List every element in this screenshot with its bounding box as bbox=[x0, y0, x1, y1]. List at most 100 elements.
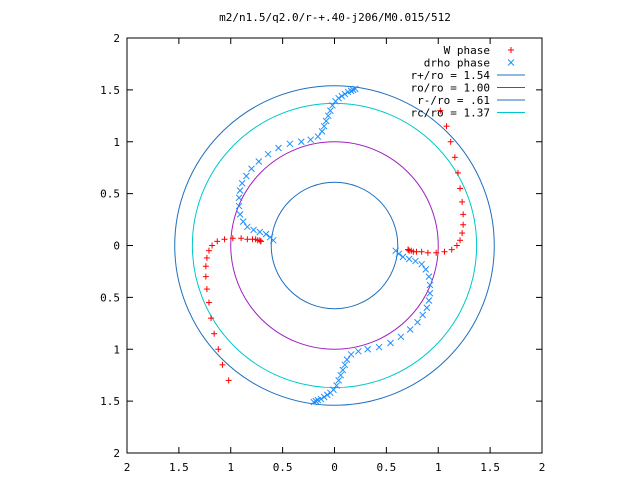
drho-phase-point bbox=[235, 194, 243, 202]
drho-phase-point bbox=[405, 255, 413, 263]
x-tick-label: 2 bbox=[124, 461, 131, 474]
marker-stroke bbox=[243, 223, 251, 231]
x-tick-label: 0.5 bbox=[376, 461, 396, 474]
w-phase-point bbox=[244, 236, 251, 243]
marker-stroke bbox=[355, 347, 362, 355]
marker-stroke bbox=[425, 273, 433, 280]
marker-stroke bbox=[351, 85, 359, 93]
drho-phase-point bbox=[264, 150, 272, 158]
marker-stroke bbox=[425, 297, 433, 304]
marker-stroke bbox=[262, 230, 270, 238]
w-phase-point bbox=[459, 198, 466, 205]
drho-phase-point bbox=[406, 326, 414, 333]
drho-phase-point bbox=[236, 211, 244, 218]
x-tick-label: 1.5 bbox=[169, 461, 189, 474]
legend-label: rc/ro = 1.37 bbox=[411, 107, 490, 120]
marker-stroke bbox=[335, 377, 343, 384]
marker-stroke bbox=[236, 211, 244, 218]
drho-phase-point bbox=[255, 158, 263, 165]
marker-stroke bbox=[235, 194, 243, 202]
marker-stroke bbox=[406, 326, 414, 333]
drho-phase-point bbox=[275, 144, 282, 152]
drho-phase-point bbox=[364, 345, 372, 353]
marker-stroke bbox=[312, 397, 320, 405]
w-phase-point bbox=[424, 249, 431, 256]
drho-phase-point bbox=[397, 333, 405, 341]
reference-circle bbox=[270, 181, 399, 310]
marker-stroke bbox=[392, 247, 400, 255]
marker-stroke bbox=[347, 351, 355, 358]
drho-phase-point bbox=[423, 304, 431, 312]
drho-phase-point bbox=[320, 393, 328, 401]
y-tick-label: 1 bbox=[113, 136, 120, 149]
x-tick-label: 1 bbox=[435, 461, 442, 474]
marker-stroke bbox=[418, 260, 426, 268]
marker-stroke bbox=[318, 128, 326, 135]
marker-stroke bbox=[422, 266, 430, 273]
marker-stroke bbox=[314, 133, 322, 140]
w-phase-point bbox=[443, 123, 450, 130]
marker-stroke bbox=[329, 102, 336, 109]
w-phase-point bbox=[448, 246, 455, 253]
drho-phase-point bbox=[236, 187, 244, 194]
y-tick-label: 2 bbox=[113, 447, 120, 460]
drho-phase-point bbox=[426, 289, 434, 297]
y-tick-label: 2 bbox=[113, 32, 120, 45]
reference-circle bbox=[174, 85, 495, 406]
w-phase-point bbox=[202, 263, 209, 270]
marker-stroke bbox=[419, 311, 427, 319]
marker-stroke bbox=[324, 112, 332, 120]
marker-stroke bbox=[320, 393, 328, 401]
w-phase-point bbox=[209, 242, 216, 249]
drho-phase-point bbox=[418, 260, 426, 268]
legend-label: drho phase bbox=[424, 57, 490, 70]
marker-stroke bbox=[242, 172, 250, 180]
drho-phase-point bbox=[343, 356, 351, 363]
drho-phase-point bbox=[235, 202, 243, 210]
drho-phase-point bbox=[414, 318, 421, 326]
marker-stroke bbox=[375, 343, 383, 351]
drho-phase-point bbox=[242, 172, 250, 180]
phase-points bbox=[202, 85, 467, 406]
marker-stroke bbox=[239, 218, 247, 225]
drho-phase-point bbox=[286, 140, 294, 148]
drho-phase-point bbox=[399, 253, 407, 261]
marker-stroke bbox=[364, 345, 372, 353]
y-tick-label: 0 bbox=[113, 240, 120, 253]
drho-phase-point bbox=[262, 230, 270, 238]
drho-phase-point bbox=[329, 102, 336, 109]
w-phase-point bbox=[460, 221, 467, 228]
drho-phase-point bbox=[322, 117, 330, 125]
marker-stroke bbox=[266, 233, 274, 241]
marker-stroke bbox=[335, 94, 343, 102]
w-phase-point bbox=[205, 299, 212, 306]
drho-phase-point bbox=[238, 179, 246, 187]
w-phase-point bbox=[257, 238, 264, 245]
w-phase-point bbox=[225, 377, 232, 384]
marker-stroke bbox=[387, 339, 394, 347]
marker-stroke bbox=[395, 250, 403, 258]
w-phase-point bbox=[418, 248, 425, 255]
legend-label: ro/ro = 1.00 bbox=[411, 82, 490, 95]
marker-stroke bbox=[307, 136, 314, 144]
drho-phase-point bbox=[355, 347, 362, 355]
drho-phase-point bbox=[341, 361, 349, 369]
drho-phase-point bbox=[375, 343, 383, 351]
marker-stroke bbox=[326, 389, 334, 397]
drho-phase-point bbox=[347, 351, 355, 358]
x-tick-label: 1.5 bbox=[480, 461, 500, 474]
drho-phase-point bbox=[412, 257, 419, 265]
w-phase-point bbox=[457, 185, 464, 192]
w-phase-point bbox=[433, 249, 440, 256]
marker-stroke bbox=[507, 59, 515, 66]
y-tick-label: 0.5 bbox=[100, 188, 120, 201]
marker-stroke bbox=[322, 117, 330, 125]
drho-phase-point bbox=[335, 377, 343, 384]
marker-stroke bbox=[256, 228, 264, 236]
drho-phase-point bbox=[425, 273, 433, 280]
marker-stroke bbox=[341, 361, 349, 369]
drho-phase-point bbox=[341, 90, 349, 98]
x-tick-label: 0.5 bbox=[273, 461, 293, 474]
reference-circles bbox=[174, 85, 495, 406]
